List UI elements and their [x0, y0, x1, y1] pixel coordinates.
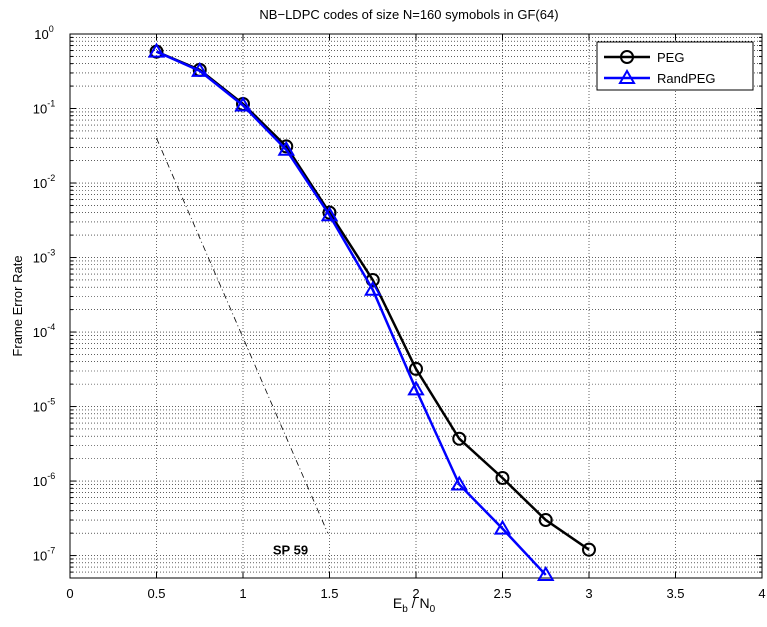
legend-marker-randpeg — [618, 69, 636, 85]
data-point-randpeg — [191, 61, 209, 77]
y-tick-label: 10-1 — [33, 99, 55, 117]
axis-ticks — [69, 34, 763, 578]
legend-box — [596, 41, 754, 91]
y-tick-exponent: -3 — [47, 248, 55, 258]
x-tick-label: 4 — [758, 586, 765, 601]
y-tick-label: 10-3 — [33, 248, 55, 266]
legend-items: PEG RandPEG — [604, 50, 716, 86]
data-point-peg — [452, 431, 467, 446]
data-point-randpeg — [537, 565, 555, 581]
y-tick-label: 100 — [34, 24, 53, 42]
x-tick-label: 1 — [239, 586, 246, 601]
data-point-peg — [279, 139, 294, 154]
data-point-randpeg — [234, 96, 252, 112]
y-tick-base: 10 — [33, 176, 47, 191]
data-point-randpeg — [320, 206, 339, 222]
x-tick-labels: 0 0.5 1 1.5 2 2.5 3 3.5 4 — [66, 586, 765, 601]
y-tick-exponent: -4 — [47, 322, 55, 332]
data-point-randpeg — [364, 280, 382, 296]
data-point-peg — [538, 513, 553, 528]
series-layer — [147, 42, 596, 581]
data-point-peg — [409, 361, 423, 376]
y-tick-base: 10 — [33, 325, 47, 340]
data-point-randpeg — [147, 42, 166, 58]
y-tick-exponent: -7 — [47, 546, 55, 556]
x-axis-label: Eb / N0 — [393, 595, 436, 615]
y-tick-exponent: -6 — [47, 471, 55, 481]
y-tick-exponent: -1 — [47, 99, 55, 109]
data-point-randpeg — [277, 140, 295, 156]
legend: PEG RandPEG — [596, 41, 754, 91]
chart-title: NB−LDPC codes of size N=160 symobols in … — [259, 7, 558, 22]
y-tick-base: 10 — [34, 27, 48, 42]
y-tick-base: 10 — [33, 400, 47, 415]
x-tick-label: 2 — [412, 586, 419, 601]
x-tick-label: 3 — [585, 586, 592, 601]
x-axis-label-sub2: 0 — [430, 604, 436, 615]
y-tick-base: 10 — [33, 251, 47, 266]
series-randpeg — [147, 42, 555, 581]
y-tick-base: 10 — [33, 549, 47, 564]
annotation-sp59: SP 59 — [273, 543, 308, 558]
y-tick-base: 10 — [33, 102, 47, 117]
y-tick-label: 10-7 — [33, 546, 55, 564]
x-axis-label-mid: / N — [408, 595, 430, 611]
plot-area: SP 59 — [69, 33, 763, 581]
data-point-randpeg — [493, 519, 512, 535]
x-tick-label: 0 — [66, 586, 73, 601]
data-point-randpeg — [407, 380, 425, 396]
legend-label-randpeg: RandPEG — [657, 71, 716, 86]
x-axis-label-sub1: b — [402, 604, 408, 615]
y-tick-base: 10 — [33, 474, 47, 489]
data-point-peg — [582, 542, 596, 557]
y-tick-label: 10-2 — [33, 173, 55, 191]
y-tick-label: 10-5 — [33, 397, 55, 415]
legend-marker-peg — [620, 50, 634, 64]
y-tick-exponent: 0 — [49, 24, 54, 34]
x-tick-label: 2.5 — [493, 586, 511, 601]
legend-label-peg: PEG — [657, 50, 684, 65]
y-tick-exponent: -5 — [47, 397, 55, 407]
data-point-randpeg — [450, 475, 468, 491]
x-tick-label: 3.5 — [666, 586, 684, 601]
x-tick-label: 1.5 — [320, 586, 338, 601]
y-tick-label: 10-6 — [33, 471, 55, 489]
x-axis-label-main: E — [393, 595, 402, 611]
series-line-randpeg — [155, 50, 547, 576]
data-point-peg — [495, 470, 510, 485]
x-tick-label: 0.5 — [147, 586, 165, 601]
y-tick-label: 10-4 — [33, 322, 55, 340]
y-axis-label: Frame Error Rate — [10, 255, 25, 356]
y-tick-exponent: -2 — [47, 173, 55, 183]
